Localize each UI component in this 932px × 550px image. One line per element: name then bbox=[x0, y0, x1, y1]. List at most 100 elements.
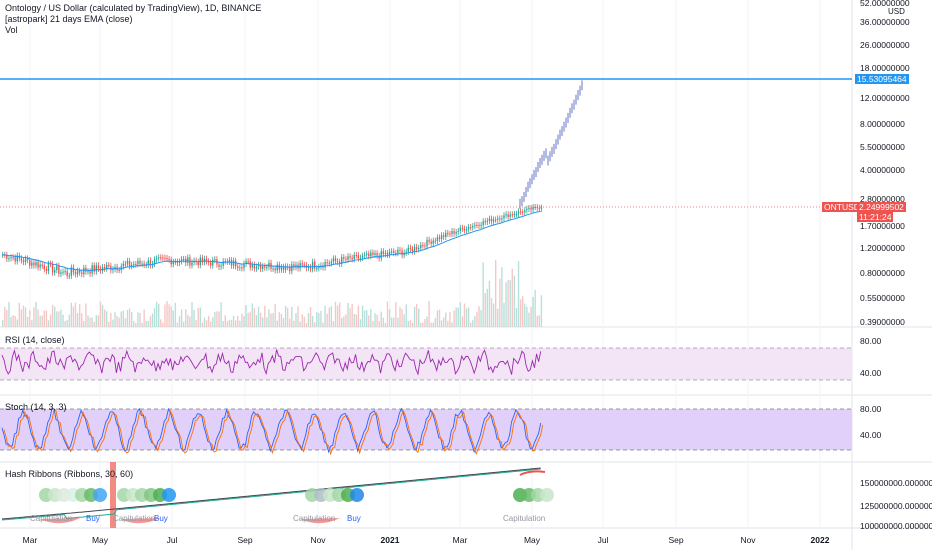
volume-bar bbox=[272, 312, 274, 327]
hash-ribbons-legend[interactable]: Hash Ribbons (Ribbons, 30, 60) bbox=[5, 469, 134, 479]
hash-caption-buy: Buy bbox=[86, 514, 100, 523]
volume-bar bbox=[338, 302, 341, 327]
volume-bar bbox=[24, 307, 27, 327]
volume-bar bbox=[91, 317, 93, 327]
volume-bar bbox=[51, 304, 54, 327]
price-tick-label: 12.00000000 bbox=[860, 93, 910, 103]
volume-bar bbox=[172, 310, 174, 327]
last-price-tag: 2.24999502 bbox=[857, 202, 906, 212]
volume-bar bbox=[390, 317, 393, 327]
candle-body bbox=[405, 251, 407, 253]
price-tick-label: 0.39000000 bbox=[860, 317, 905, 327]
volume-bar bbox=[114, 312, 116, 327]
volume-bar bbox=[158, 303, 160, 327]
volume-bar bbox=[343, 316, 345, 327]
candle-body bbox=[20, 258, 23, 261]
candle-body bbox=[407, 247, 409, 252]
volume-bar bbox=[37, 309, 39, 327]
price-tick-label: 1.70000000 bbox=[860, 221, 905, 231]
volume-bar bbox=[428, 301, 430, 327]
rsi-band bbox=[0, 348, 852, 380]
hash-fast-line bbox=[1, 468, 541, 521]
candle-body bbox=[528, 208, 530, 210]
candle-body bbox=[445, 232, 447, 237]
hash-capitulation-fill bbox=[300, 518, 340, 524]
volume-bar bbox=[230, 319, 233, 327]
candle-body bbox=[68, 275, 70, 277]
volume-bar bbox=[328, 307, 330, 327]
candle-body bbox=[507, 214, 509, 217]
volume-bar bbox=[420, 322, 422, 327]
volume-bar bbox=[35, 301, 37, 327]
price-tick-label: 36.00000000 bbox=[860, 17, 910, 27]
volume-bar bbox=[515, 307, 518, 327]
axis-tick-label: 150000000.00000000 bbox=[860, 478, 932, 488]
candle-body bbox=[74, 272, 77, 275]
candle-body bbox=[480, 224, 482, 226]
volume-bar bbox=[108, 321, 110, 327]
candle-body bbox=[33, 262, 35, 266]
candle-body bbox=[85, 267, 87, 272]
volume-bar bbox=[347, 303, 349, 327]
candle-body bbox=[170, 259, 172, 265]
volume-bar bbox=[386, 301, 389, 327]
volume-bar bbox=[249, 311, 251, 327]
candle-body bbox=[137, 260, 139, 265]
candle-body bbox=[295, 264, 297, 268]
candle-body bbox=[409, 247, 412, 249]
volume-bar bbox=[314, 322, 316, 327]
volume-bar bbox=[237, 315, 239, 327]
time-axis-label: May bbox=[91, 535, 109, 545]
candle-body bbox=[388, 251, 391, 255]
axis-tick-label: 80.00 bbox=[860, 336, 882, 346]
volume-legend[interactable]: Vol bbox=[5, 25, 18, 35]
volume-bar bbox=[524, 303, 526, 327]
candle-body bbox=[334, 258, 337, 262]
candle-body bbox=[440, 235, 443, 239]
candle-body bbox=[476, 224, 478, 226]
candle-body bbox=[526, 208, 528, 211]
candle-body bbox=[164, 257, 166, 259]
volume-bar bbox=[509, 280, 511, 327]
volume-bar bbox=[418, 308, 420, 327]
candle-body bbox=[511, 214, 513, 216]
stoch-legend[interactable]: Stoch (14, 3, 3) bbox=[5, 402, 67, 412]
hash-capitulation-fill bbox=[120, 518, 160, 524]
candle-body bbox=[108, 265, 110, 267]
volume-bar bbox=[413, 306, 416, 327]
volume-bar bbox=[99, 301, 102, 327]
volume-bar bbox=[451, 322, 453, 327]
candle-body bbox=[482, 221, 484, 225]
volume-bar bbox=[409, 320, 412, 327]
ema-legend[interactable]: [astropark] 21 days EMA (close) bbox=[5, 14, 133, 24]
candle-body bbox=[349, 256, 351, 258]
ema-line bbox=[2, 210, 541, 272]
candle-body bbox=[72, 267, 75, 273]
volume-bar bbox=[218, 311, 220, 327]
candle-body bbox=[397, 249, 399, 254]
candle-body bbox=[311, 261, 314, 270]
candle-body bbox=[41, 264, 43, 266]
volume-bar bbox=[101, 305, 104, 327]
volume-bar bbox=[89, 317, 91, 327]
rsi-legend[interactable]: RSI (14, close) bbox=[5, 335, 65, 345]
candle-body bbox=[76, 270, 79, 275]
candle-body bbox=[187, 257, 189, 263]
volume-bar bbox=[351, 303, 353, 327]
volume-bar bbox=[540, 295, 543, 327]
candle-body bbox=[247, 261, 249, 263]
candle-body bbox=[218, 264, 220, 267]
volume-bar bbox=[284, 305, 287, 327]
candle-body bbox=[182, 258, 185, 260]
volume-bar bbox=[357, 305, 360, 327]
candle-body bbox=[442, 235, 445, 237]
volume-bar bbox=[247, 312, 249, 327]
candle-body bbox=[264, 266, 266, 268]
candle-body bbox=[43, 265, 45, 270]
candle-body bbox=[280, 266, 283, 270]
volume-bar bbox=[266, 317, 268, 327]
volume-bar bbox=[270, 313, 272, 327]
volume-bar bbox=[47, 320, 50, 327]
candle-body bbox=[301, 263, 303, 265]
